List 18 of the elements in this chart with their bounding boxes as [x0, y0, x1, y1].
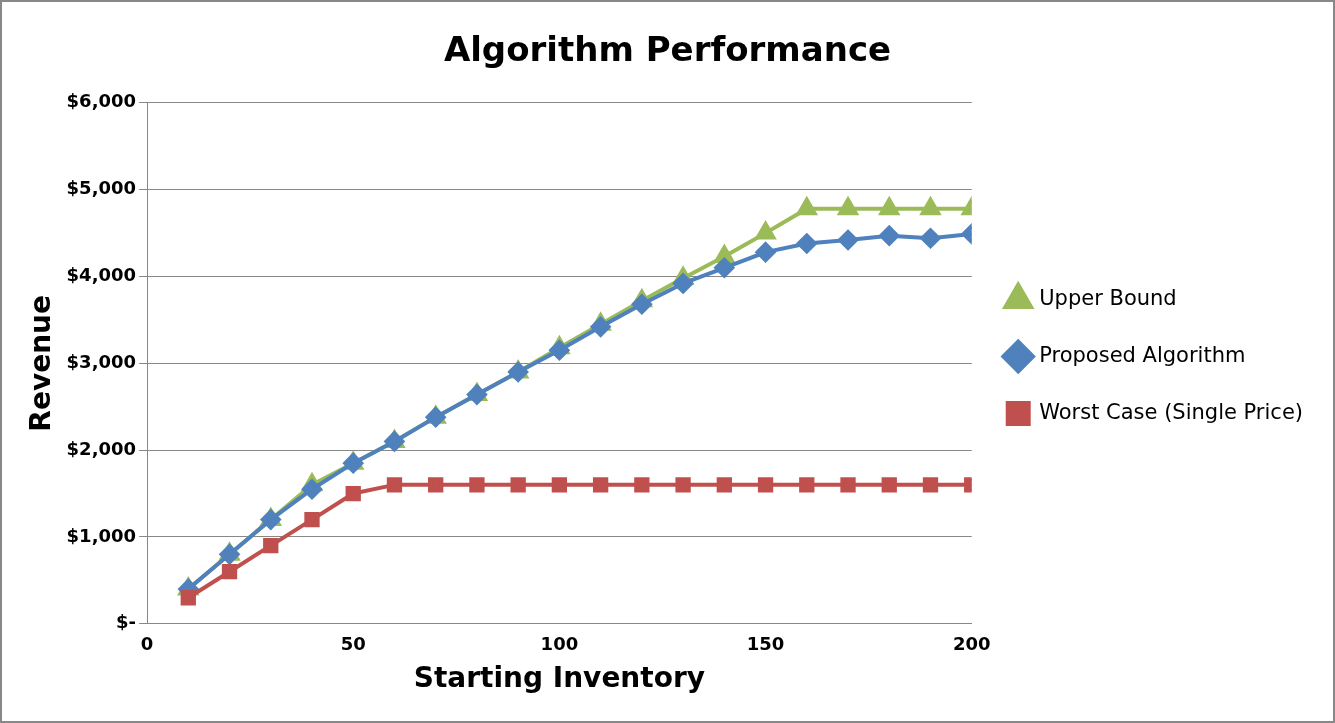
y-tick-label: $1,000 — [66, 524, 137, 546]
x-tick-label: 150 — [746, 633, 785, 655]
chart-title: Algorithm Performance — [443, 29, 892, 70]
x-axis-title: Starting Inventory — [413, 661, 705, 695]
legend-label: Proposed Algorithm — [1039, 342, 1246, 367]
y-tick-label: $- — [116, 611, 137, 633]
x-tick-label: 100 — [540, 633, 579, 655]
y-tick-label: $4,000 — [66, 264, 137, 286]
x-tick-label: 50 — [340, 633, 366, 655]
y-tick-label: $2,000 — [66, 437, 137, 459]
legend-label: Upper Bound — [1039, 285, 1177, 310]
legend-label: Worst Case (Single Price) — [1039, 399, 1304, 424]
y-axis-title: Revenue — [24, 294, 58, 432]
y-tick-label: $6,000 — [66, 90, 137, 112]
x-tick-label: 200 — [952, 633, 991, 655]
x-tick-label: 0 — [140, 633, 154, 655]
y-tick-label: $5,000 — [66, 177, 137, 199]
y-tick-label: $3,000 — [66, 350, 137, 372]
